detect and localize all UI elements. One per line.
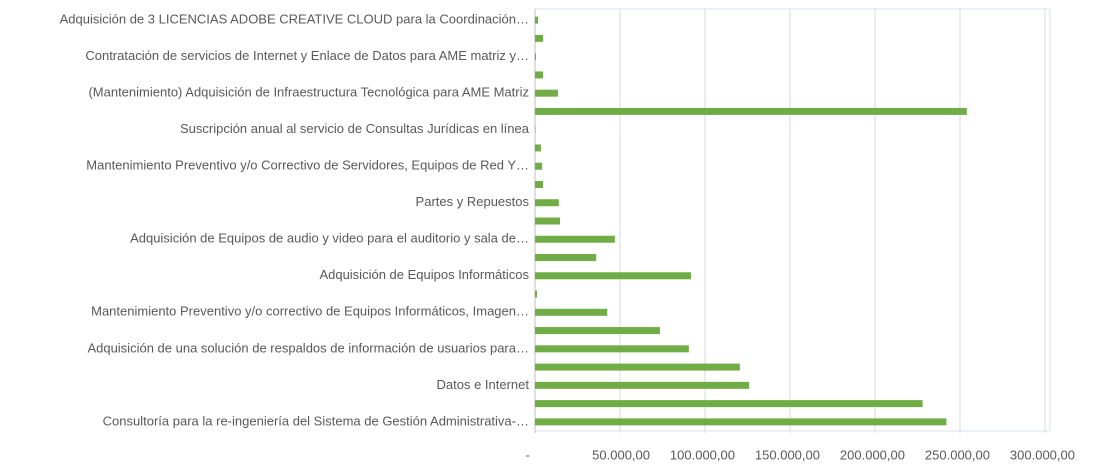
- y-tick-label: Datos e Internet: [437, 377, 530, 392]
- bar: [535, 235, 615, 243]
- y-tick-label: Partes y Repuestos: [416, 194, 530, 209]
- y-tick-label: Mantenimiento Preventivo y/o Correctivo …: [86, 158, 529, 173]
- bar: [535, 126, 536, 134]
- x-tick-label: 100.000,00: [670, 447, 735, 462]
- bar: [535, 254, 597, 262]
- bar: [535, 34, 543, 42]
- y-tick-label: Adquisición de una solución de respaldos…: [87, 340, 529, 355]
- y-tick-label: Adquisición de Equipos Informáticos: [319, 267, 529, 282]
- bar: [535, 199, 559, 207]
- y-tick-label: (Mantenimiento) Adquisición de Infraestr…: [88, 85, 529, 100]
- bar: [535, 16, 539, 24]
- bar: [535, 345, 689, 353]
- bar: [535, 418, 947, 426]
- bar: [535, 89, 558, 97]
- x-tick-label: 300.000,00: [1010, 447, 1075, 462]
- bar: [535, 71, 543, 79]
- bar: [535, 327, 660, 335]
- y-tick-label: Consultoría para la re-ingeniería del Si…: [103, 413, 529, 428]
- x-tick-label: 200.000,00: [840, 447, 905, 462]
- y-tick-label: Contratación de servicios de Internet y …: [85, 48, 529, 63]
- bar: [535, 308, 608, 316]
- y-tick-label: Mantenimiento Preventivo y/o correctivo …: [91, 304, 529, 319]
- bar: [535, 107, 967, 115]
- x-tick-label: 50.000,00: [592, 447, 650, 462]
- bar: [535, 400, 923, 408]
- bar: [535, 381, 750, 389]
- bar: [535, 53, 537, 61]
- x-tick-label: -: [526, 447, 530, 462]
- bar: [535, 363, 740, 371]
- bar: [535, 272, 692, 280]
- bar: [535, 290, 538, 298]
- bar: [535, 180, 543, 188]
- bar: [535, 162, 543, 170]
- x-tick-label: 150.000,00: [755, 447, 820, 462]
- y-tick-label: Suscripción anual al servicio de Consult…: [180, 121, 530, 136]
- y-tick-label: Adquisición de Equipos de audio y video …: [130, 231, 529, 246]
- bar: [535, 144, 541, 152]
- y-tick-label: Adquisición de 3 LICENCIAS ADOBE CREATIV…: [60, 12, 529, 27]
- x-tick-label: 250.000,00: [925, 447, 990, 462]
- bar: [535, 217, 560, 225]
